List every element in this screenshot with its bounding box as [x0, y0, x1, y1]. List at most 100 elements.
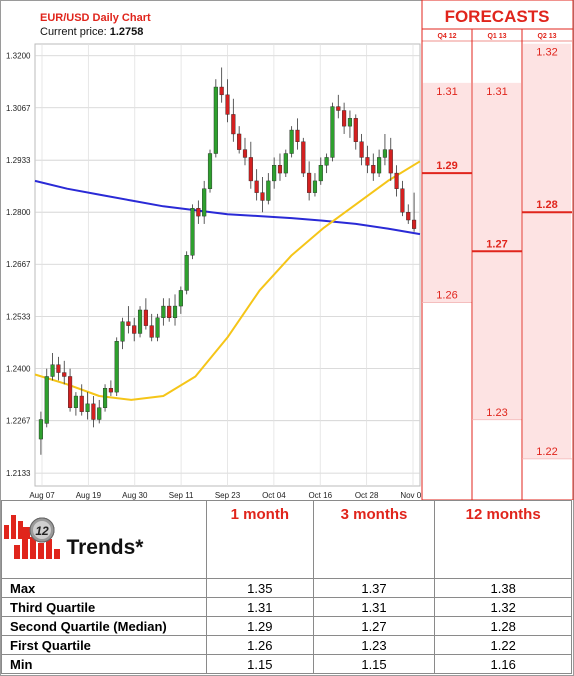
col-label: 3 months — [340, 506, 408, 523]
y-tick-label: 1.2800 — [6, 208, 31, 217]
x-tick-label: Oct 28 — [355, 491, 379, 500]
badge-number: 12 — [35, 524, 49, 538]
row-label: First Quartile — [1, 635, 207, 655]
candle-body — [237, 133, 242, 150]
candle-body — [155, 317, 160, 338]
cell-value: 1.35 — [206, 578, 314, 598]
candle-body — [406, 211, 411, 221]
candle-body — [312, 180, 318, 193]
candle-body — [301, 141, 306, 174]
candle-body — [272, 165, 277, 182]
candle-body — [371, 165, 376, 174]
candle-body — [225, 94, 230, 115]
candle-body — [400, 188, 405, 213]
candle-body — [283, 153, 288, 174]
candle-body — [120, 321, 125, 342]
table-row: Max 1.35 1.37 1.38 — [1, 578, 572, 598]
candle-body — [114, 341, 119, 393]
cell-value: 1.15 — [312, 654, 436, 674]
candle-body — [149, 325, 154, 338]
candle-body — [207, 153, 213, 189]
x-tick-label: Aug 30 — [122, 491, 148, 500]
cell-value: 1.38 — [434, 578, 572, 598]
candle-body — [132, 325, 137, 334]
candle-body — [289, 129, 294, 154]
x-tick-label: Oct 16 — [308, 491, 332, 500]
trends-col-1-month: 1 month 1 — [3, 500, 314, 579]
trends-col-3-months: 3 months 3 — [3, 500, 436, 579]
candle-body — [295, 129, 300, 142]
current-price-label: Current price: — [40, 26, 110, 38]
candle-body — [85, 403, 90, 412]
cell-value: 1.29 — [206, 616, 314, 636]
chart-subtitle: Current price: 1.2758 — [40, 26, 143, 38]
trends-title: Trends* — [66, 535, 144, 559]
candle-body — [231, 114, 236, 135]
trends-col-12-months: 12 months 12 — [3, 500, 572, 579]
table-row: First Quartile 1.26 1.23 1.22 — [1, 635, 572, 655]
candle-body — [62, 372, 67, 377]
forecast-high-label: 1.31 — [436, 86, 457, 98]
candle-body — [97, 407, 102, 420]
forecast-column-label: Q4 12 — [437, 33, 456, 40]
candle-body — [254, 180, 259, 193]
candle-body — [68, 376, 73, 408]
y-tick-label: 1.2133 — [6, 469, 31, 478]
y-tick-label: 1.2400 — [6, 365, 31, 374]
cell-value: 1.26 — [206, 635, 314, 655]
candle-body — [219, 86, 224, 96]
candle-body — [248, 157, 253, 182]
row-label: Third Quartile — [1, 597, 207, 617]
candle-body — [307, 172, 312, 193]
candle-body — [347, 118, 353, 127]
candle-body — [394, 172, 399, 189]
forecast-low-label: 1.23 — [486, 407, 507, 419]
x-tick-label: Sep 11 — [169, 491, 194, 500]
x-tick-label: Nov 08 — [400, 491, 426, 500]
candle-body — [143, 309, 148, 326]
forecast-range-band — [423, 82, 471, 303]
candle-body — [126, 321, 131, 326]
candle-body — [266, 180, 271, 201]
forecast-column-label: Q2 13 — [537, 33, 556, 40]
forecast-median-label: 1.28 — [536, 199, 557, 211]
cell-value: 1.31 — [312, 597, 436, 617]
cell-value: 1.15 — [206, 654, 314, 674]
candle-body — [318, 165, 323, 182]
moving-average-line — [34, 160, 421, 401]
badge-12-icon: 12 — [3, 514, 54, 542]
candle-body — [137, 309, 143, 334]
table-row: Min 1.15 1.15 1.16 — [1, 654, 572, 674]
forecasts-title: FORECASTS — [445, 7, 550, 26]
forecast-high-label: 1.31 — [486, 86, 507, 98]
candle-body — [260, 192, 265, 201]
col-label: 1 month — [230, 506, 289, 523]
row-label: Second Quartile (Median) — [1, 616, 207, 636]
cell-value: 1.22 — [434, 635, 572, 655]
candle-body — [178, 290, 183, 307]
candle-body — [79, 395, 84, 412]
x-tick-label: Oct 04 — [262, 491, 286, 500]
trends-table: Trends* 1 month 1 3 months 3 12 months — [1, 500, 572, 674]
candle-body — [202, 188, 207, 217]
x-tick-label: Aug 07 — [29, 491, 55, 500]
cell-value: 1.31 — [206, 597, 314, 617]
candle-body — [38, 419, 43, 440]
candle-body — [382, 149, 387, 158]
cell-value: 1.32 — [434, 597, 572, 617]
candle-body — [44, 376, 49, 424]
cell-value: 1.28 — [434, 616, 572, 636]
forecast-low-label: 1.22 — [536, 446, 557, 458]
y-tick-label: 1.2667 — [6, 260, 31, 269]
x-tick-label: Sep 23 — [215, 491, 241, 500]
cell-value: 1.16 — [434, 654, 572, 674]
candle-body — [330, 106, 335, 158]
y-tick-label: 1.2267 — [6, 417, 31, 426]
row-label: Min — [1, 654, 207, 674]
forecast-low-label: 1.26 — [436, 289, 457, 301]
candle-body — [184, 255, 189, 291]
forecast-column-label: Q1 13 — [487, 33, 506, 40]
cell-value: 1.37 — [312, 578, 436, 598]
y-tick-label: 1.2533 — [6, 313, 31, 322]
candle-body — [242, 149, 248, 158]
